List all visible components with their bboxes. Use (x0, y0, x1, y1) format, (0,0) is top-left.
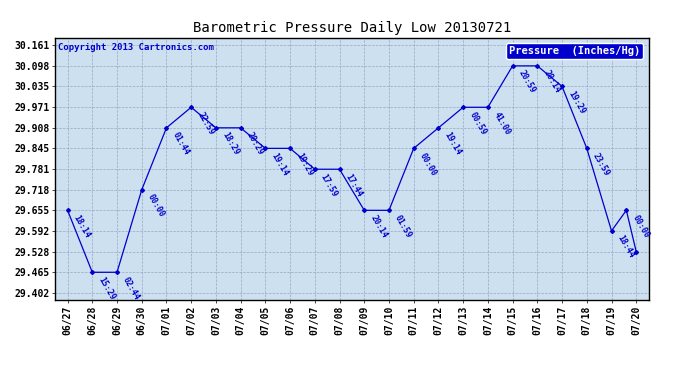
Text: 17:59: 17:59 (319, 172, 339, 198)
Text: 20:59: 20:59 (517, 69, 537, 95)
Text: 22:59: 22:59 (195, 110, 216, 136)
Text: 01:59: 01:59 (393, 213, 413, 239)
Text: 18:14: 18:14 (72, 213, 92, 239)
Text: 01:44: 01:44 (170, 130, 191, 157)
Text: 19:14: 19:14 (442, 130, 463, 157)
Text: 20:29: 20:29 (245, 130, 265, 157)
Text: 23:59: 23:59 (591, 151, 611, 177)
Text: 18:29: 18:29 (220, 130, 240, 157)
Text: 02:44: 02:44 (121, 275, 141, 301)
Text: 00:00: 00:00 (631, 213, 651, 239)
Text: 00:00: 00:00 (418, 151, 438, 177)
Text: Copyright 2013 Cartronics.com: Copyright 2013 Cartronics.com (58, 43, 214, 52)
Text: 18:44: 18:44 (615, 234, 636, 260)
Text: 19:14: 19:14 (270, 151, 290, 177)
Text: 15:29: 15:29 (97, 275, 117, 301)
Title: Barometric Pressure Daily Low 20130721: Barometric Pressure Daily Low 20130721 (193, 21, 511, 35)
Text: 17:44: 17:44 (344, 172, 364, 198)
Text: 41:00: 41:00 (492, 110, 513, 136)
Legend: Pressure  (Inches/Hg): Pressure (Inches/Hg) (506, 43, 643, 59)
Text: 20:14: 20:14 (542, 69, 562, 95)
Text: 00:59: 00:59 (467, 110, 488, 136)
Text: 00:00: 00:00 (146, 192, 166, 219)
Text: 19:29: 19:29 (566, 89, 586, 116)
Text: 20:14: 20:14 (368, 213, 388, 239)
Text: 19:29: 19:29 (294, 151, 315, 177)
